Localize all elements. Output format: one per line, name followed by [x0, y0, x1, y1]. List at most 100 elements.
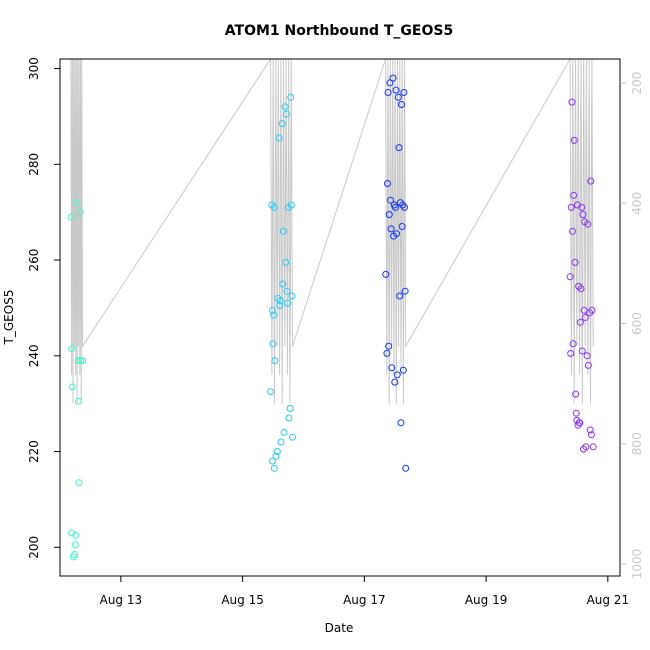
y-tick-label: 300 [27, 57, 41, 80]
data-point [273, 448, 281, 455]
data-point [384, 89, 392, 96]
data-point [567, 203, 575, 211]
data-point [287, 93, 295, 101]
data-point [286, 405, 294, 412]
data-point [579, 211, 587, 219]
data-point [76, 208, 84, 216]
data-point [382, 270, 390, 278]
data-point [67, 213, 75, 221]
data-point [73, 199, 81, 207]
data-point [289, 433, 296, 441]
data-point [79, 357, 86, 365]
data-point [400, 89, 408, 96]
x-axis-label: Date [325, 621, 354, 635]
data-point [586, 426, 594, 434]
data-point [588, 306, 596, 314]
data-point [72, 531, 80, 539]
data-point [270, 464, 278, 472]
data-point [584, 361, 592, 369]
data-point [282, 258, 290, 266]
data-point [589, 443, 597, 451]
data-point [383, 349, 391, 357]
data-point [71, 551, 79, 558]
data-point [284, 299, 292, 307]
data-point [397, 419, 405, 427]
data-point [394, 93, 402, 101]
data-point [285, 414, 293, 422]
data-point [581, 314, 589, 321]
y-tick-label: 260 [27, 249, 41, 272]
data-point [569, 227, 576, 235]
data-point [389, 74, 397, 82]
data-point [267, 388, 275, 396]
data-point [395, 144, 403, 152]
data-point [401, 287, 409, 295]
data-point [582, 443, 590, 451]
data-point [578, 347, 586, 355]
data-point [386, 79, 394, 87]
data-point [68, 383, 76, 391]
data-point [576, 419, 584, 427]
y-tick-label: 220 [27, 440, 41, 463]
data-point [396, 199, 404, 207]
right-tick-label: 200 [630, 72, 644, 95]
data-point [568, 98, 576, 106]
data-point [396, 292, 404, 300]
data-point [392, 86, 400, 94]
data-point [586, 309, 594, 317]
data-point [278, 120, 286, 128]
data-point [74, 357, 82, 365]
data-point [399, 366, 407, 374]
x-tick-label: Aug 21 [587, 593, 630, 607]
y-tick-label: 280 [27, 153, 41, 176]
data-point [580, 445, 587, 453]
data-point [391, 203, 399, 211]
data-point [282, 110, 290, 118]
data-point [398, 101, 405, 108]
data-point [269, 340, 277, 348]
data-point [576, 318, 584, 326]
x-tick-label: Aug 19 [465, 593, 508, 607]
data-point [571, 258, 579, 266]
data-point [570, 191, 578, 199]
y-axis: 200 220 240 260 280 300 [27, 57, 60, 559]
data-point [587, 431, 595, 439]
data-point [387, 225, 395, 233]
profile-line [70, 57, 594, 404]
right-tick-label: 600 [630, 312, 644, 335]
data-point [572, 390, 580, 398]
data-point [569, 340, 577, 348]
data-point [281, 103, 289, 111]
data-point [268, 457, 276, 465]
data-point [71, 541, 79, 549]
x-tick-label: Aug 13 [100, 593, 143, 607]
chart-title: ATOM1 Northbound T_GEOS5 [225, 23, 453, 39]
data-point [277, 438, 285, 446]
data-point [74, 397, 82, 405]
data-point [268, 306, 276, 314]
x-tick-label: Aug 17 [343, 593, 386, 607]
data-point [401, 203, 408, 211]
data-point [271, 357, 279, 365]
right-tick-label: 800 [630, 432, 644, 455]
y-tick-label: 240 [27, 344, 41, 367]
data-point [288, 292, 296, 300]
data-point [577, 285, 585, 293]
y-tick-label: 200 [27, 536, 41, 559]
data-point [393, 230, 401, 238]
data-point [279, 227, 287, 235]
data-point [572, 409, 580, 417]
data-point [398, 223, 406, 230]
data-point [280, 428, 288, 436]
data-point [270, 311, 278, 319]
data-point [279, 280, 287, 288]
x-tick-label: Aug 15 [221, 593, 264, 607]
data-point [384, 180, 391, 187]
data-point [387, 196, 394, 204]
right-axis: 200 400 600 800 1000 [620, 72, 644, 579]
data-point [575, 282, 583, 290]
data-point [388, 364, 396, 372]
data-point [566, 273, 574, 281]
data-point [578, 203, 586, 211]
